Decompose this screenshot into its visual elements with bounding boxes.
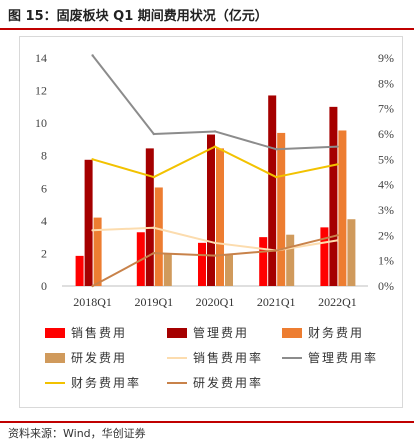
legend-label: 财务费用率 <box>71 375 141 390</box>
y2-tick-label: 0% <box>378 279 394 293</box>
y2-tick-label: 9% <box>378 51 394 65</box>
y-tick-label: 14 <box>35 51 47 65</box>
legend-label: 销售费用率 <box>193 350 263 365</box>
x-tick-label: 2022Q1 <box>318 295 357 309</box>
x-tick-label: 2020Q1 <box>196 295 235 309</box>
y2-tick-label: 8% <box>378 76 394 90</box>
y2-tick-label: 1% <box>378 254 394 268</box>
line-point-3 <box>275 175 278 179</box>
bar-4 <box>163 254 172 286</box>
line-point-4 <box>152 251 155 255</box>
line-point-1 <box>336 239 339 242</box>
y2-tick-label: 6% <box>378 127 394 141</box>
bar-2 <box>268 95 277 286</box>
bar-1 <box>320 227 329 286</box>
y-tick-label: 6 <box>41 181 47 195</box>
line-point-3 <box>152 175 155 179</box>
legend-label: 销售费用 <box>71 325 127 340</box>
y-tick-label: 2 <box>41 246 47 260</box>
y-tick-label: 0 <box>41 279 47 293</box>
y-tick-label: 8 <box>41 149 47 163</box>
bar-4 <box>225 255 233 286</box>
line-point-1 <box>91 229 94 232</box>
bar-1 <box>198 242 206 286</box>
top-rule <box>0 28 414 30</box>
line-point-2 <box>213 130 217 133</box>
bar-2 <box>329 106 338 286</box>
legend-swatch <box>282 328 302 338</box>
line-point-2 <box>91 54 94 57</box>
bar-4 <box>286 234 295 286</box>
y2-tick-label: 4% <box>378 178 394 192</box>
bar-3 <box>216 148 224 286</box>
bar-3 <box>277 132 286 286</box>
y2-tick-label: 2% <box>378 228 394 242</box>
x-tick-label: 2018Q1 <box>73 295 112 309</box>
legend-swatch <box>45 353 65 363</box>
legend-label: 管理费用 <box>193 325 249 340</box>
source-note: 资料来源：Wind，华创证券 <box>8 427 146 440</box>
y-tick-label: 12 <box>35 84 47 98</box>
y-tick-label: 4 <box>41 214 47 228</box>
bar-2 <box>145 148 154 286</box>
figure-title: 图 15：固废板块 Q1 期间费用状况（亿元） <box>8 9 268 24</box>
bar-3 <box>93 217 102 286</box>
x-tick-label: 2021Q1 <box>257 295 296 309</box>
line-point-4 <box>336 234 339 237</box>
legend-swatch <box>167 328 187 338</box>
bar-4 <box>347 219 356 286</box>
bar-2 <box>84 159 93 286</box>
bar-2 <box>207 134 215 286</box>
legend-swatch <box>45 328 65 338</box>
y2-tick-label: 7% <box>378 102 394 116</box>
y2-tick-label: 3% <box>378 203 394 217</box>
line-point-4 <box>213 254 217 257</box>
y-tick-label: 10 <box>35 116 47 130</box>
line-point-2 <box>336 145 339 148</box>
legend-label: 财务费用 <box>308 325 364 340</box>
line-point-4 <box>275 249 278 252</box>
line-point-3 <box>91 158 94 161</box>
legend-label: 管理费用率 <box>308 350 378 365</box>
bar-3 <box>338 130 347 286</box>
bar-1 <box>75 255 84 286</box>
line-point-2 <box>152 132 155 136</box>
legend-label: 研发费用 <box>71 350 127 365</box>
chart-frame <box>19 36 403 408</box>
legend-label: 研发费用率 <box>193 375 263 390</box>
line-point-2 <box>275 148 278 151</box>
y2-tick-label: 5% <box>378 152 394 166</box>
line-point-3 <box>336 163 339 166</box>
line-point-3 <box>213 145 217 148</box>
bar-3 <box>154 187 163 286</box>
line-point-1 <box>213 241 217 245</box>
bar-1 <box>259 237 268 286</box>
x-tick-label: 2019Q1 <box>134 295 173 309</box>
line-point-1 <box>152 226 155 229</box>
bottom-rule <box>0 421 414 423</box>
line-point-4 <box>91 284 94 288</box>
